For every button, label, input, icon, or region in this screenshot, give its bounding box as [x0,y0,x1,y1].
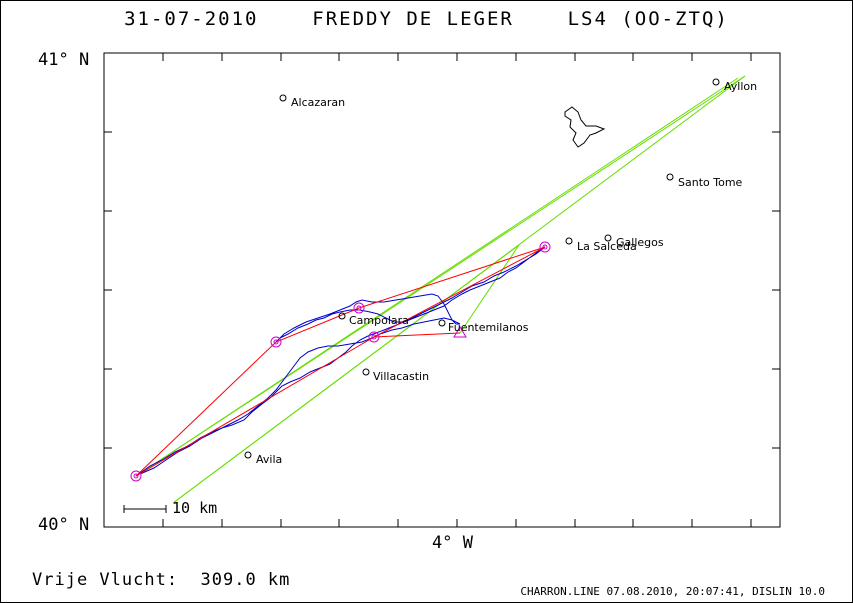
turnpoint-marker[interactable] [356,305,362,311]
turnpoints [130,241,551,482]
turnpoint-marker[interactable] [368,331,380,343]
turnpoint-marker[interactable] [130,470,142,482]
turnpoint-marker[interactable] [539,241,551,253]
town-dot[interactable] [565,237,573,245]
town-label: Ayllon [724,80,757,93]
town-label: Santo Tome [678,176,743,189]
town-label: Alcazaran [291,96,345,109]
town-label: Villacastin [373,370,429,383]
finish-triangle[interactable] [453,326,467,338]
scale-bar-label: 10 km [172,499,218,517]
town-dot[interactable] [604,234,612,242]
lat-bottom-label: 40° N [38,515,90,535]
scale-bar [123,505,167,513]
town-label: Fuentemilanos [448,321,529,334]
plot-border [103,52,781,528]
gps-track [135,246,546,477]
flight-title: 31-07-2010 FREDDY DE LEGER LS4 (OO-ZTQ) [124,8,729,30]
town-dot[interactable] [244,451,252,459]
turnpoint-marker[interactable] [273,339,279,345]
task-lines [135,246,546,477]
sector-lines [135,75,746,504]
turnpoint-marker[interactable] [542,244,548,250]
lat-top-label: 41° N [38,50,90,70]
town-dot[interactable] [279,94,287,102]
town-dot[interactable] [338,312,346,320]
town-dot[interactable] [712,78,720,86]
town-label: Campolara [349,314,409,327]
town-dot[interactable] [362,368,370,376]
town-dot[interactable] [666,173,674,181]
turnpoint-marker[interactable] [133,473,139,479]
footer-credit: CHARRON.LINE 07.08.2010, 20:07:41, DISLI… [520,585,825,598]
turnpoint-marker[interactable] [371,334,377,340]
turnpoint-marker[interactable] [270,336,282,348]
town-dot[interactable] [438,319,446,327]
axis-ticks [104,53,780,527]
lake-outline [564,106,606,148]
turnpoint-marker[interactable] [353,302,365,314]
lon-label: 4° W [432,533,473,553]
free-flight-distance: Vrije Vlucht: 309.0 km [32,570,291,590]
town-label: Avila [256,453,282,466]
town-label: Gallegos [616,236,664,249]
town-label: La Salceda [577,240,637,253]
town-markers: Ayllon Alcazaran Santo Tome Gallegos La … [244,78,757,466]
